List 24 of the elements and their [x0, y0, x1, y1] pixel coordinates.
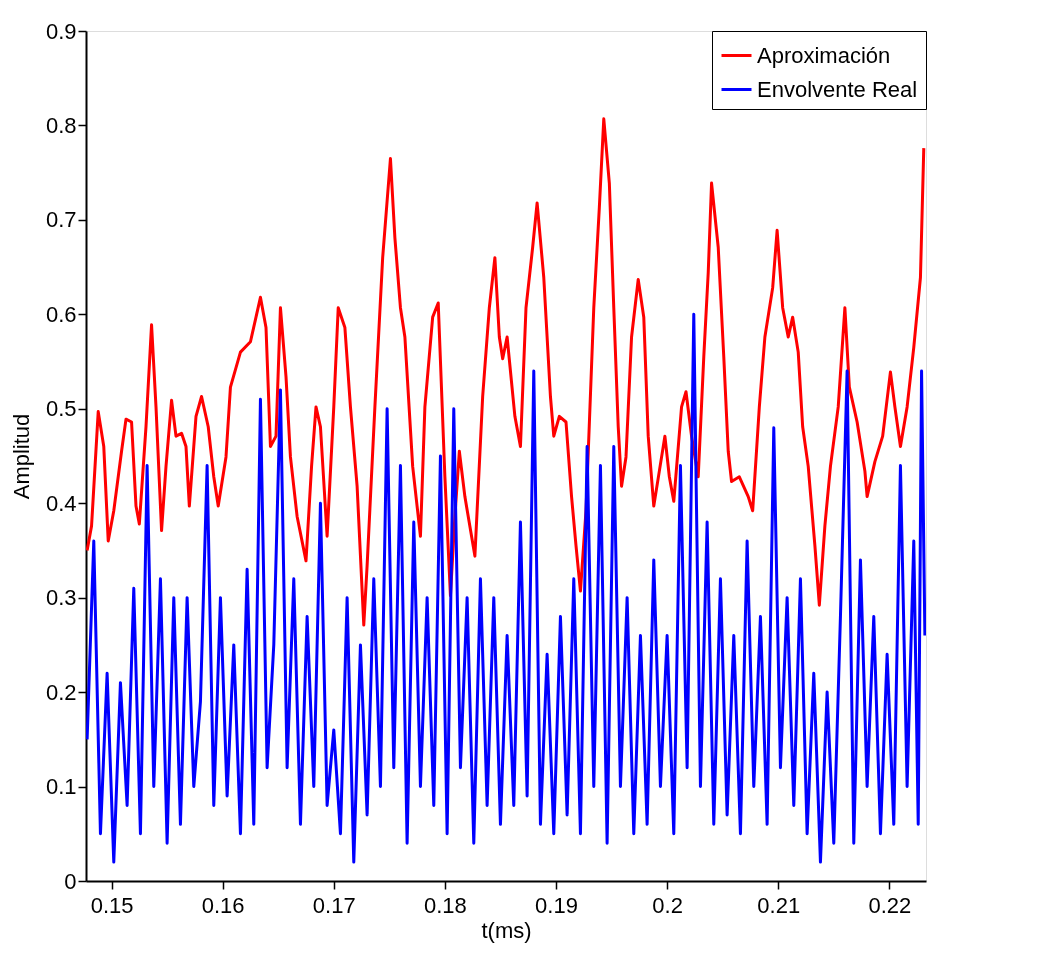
legend-label: Envolvente Real [757, 76, 918, 102]
y-tick-label: 0.9 [45, 18, 77, 44]
line-series [86, 312, 926, 864]
y-tick-label: 0.4 [45, 490, 77, 516]
x-tick-label: 0.21 [757, 892, 801, 918]
x-axis-title: t(ms) [481, 917, 532, 943]
y-tick-label: 0.3 [45, 585, 77, 611]
x-tick-label: 0.15 [90, 892, 134, 918]
x-tick-label: 0.2 [652, 892, 683, 918]
x-tick-label: 0.19 [535, 892, 578, 918]
y-tick-label: 0 [64, 868, 77, 894]
line-series [86, 117, 926, 627]
x-tick-label: 0.18 [423, 892, 467, 918]
y-tick-label: 0.1 [45, 774, 77, 800]
y-axis-title: Amplitud [8, 413, 34, 500]
x-tick-label: 0.17 [312, 892, 356, 918]
y-tick-label: 0.8 [45, 112, 77, 138]
y-tick-label: 0.2 [45, 679, 77, 705]
x-tick-label: 0.22 [868, 892, 912, 918]
legend-label: Aproximación [757, 42, 891, 68]
x-tick-label: 0.16 [201, 892, 245, 918]
y-tick-label: 0.6 [45, 301, 77, 327]
y-tick-label: 0.5 [45, 396, 77, 422]
y-tick-label: 0.7 [45, 207, 77, 233]
